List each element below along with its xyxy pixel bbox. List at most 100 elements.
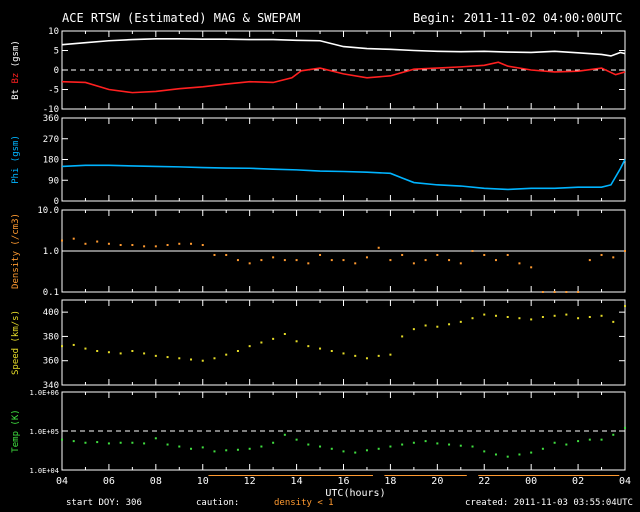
data-point-temp: [565, 443, 568, 446]
density-caution-marker: [548, 475, 561, 476]
start-doy: start DOY: 306: [66, 498, 142, 508]
x-tick-label: 04: [56, 476, 68, 487]
data-point-density: [236, 259, 239, 262]
data-point-temp: [330, 447, 333, 450]
data-point-density: [577, 291, 580, 293]
data-point-temp: [319, 445, 322, 448]
y-tick-label: -10: [43, 105, 59, 115]
y-tick-label: 400: [43, 308, 59, 318]
data-point-speed: [483, 313, 486, 316]
data-point-temp: [541, 447, 544, 450]
density-caution-marker: [501, 475, 514, 476]
data-point-temp: [459, 444, 462, 447]
data-point-speed: [272, 337, 275, 340]
data-point-temp: [600, 438, 603, 441]
data-point-speed: [412, 328, 415, 331]
density-caution-marker: [419, 475, 432, 476]
data-point-density: [553, 291, 556, 293]
density-caution-marker: [290, 475, 303, 476]
data-point-speed: [84, 347, 87, 350]
data-point-speed: [330, 350, 333, 352]
data-point-speed: [166, 356, 169, 359]
data-point-temp: [225, 449, 228, 452]
x-tick-label: 08: [150, 476, 162, 487]
density-caution-marker: [560, 475, 573, 476]
data-point-density: [166, 244, 169, 247]
chart-title: ACE RTSW (Estimated) MAG & SWEPAM: [62, 11, 301, 25]
y-tick-label: 1.0E+06: [29, 389, 59, 397]
x-tick-label: 20: [431, 476, 443, 487]
data-point-speed: [190, 358, 193, 361]
data-point-temp: [436, 442, 439, 445]
data-point-temp: [612, 433, 615, 436]
data-point-density: [377, 246, 380, 249]
data-point-speed: [260, 341, 263, 344]
data-point-density: [96, 240, 99, 243]
data-point-density: [319, 253, 322, 256]
x-tick-label: 22: [478, 476, 490, 487]
data-point-temp: [96, 441, 99, 444]
data-point-density: [260, 259, 263, 262]
data-point-temp: [401, 443, 404, 446]
y-tick-label: 270: [43, 135, 59, 145]
data-point-density: [107, 242, 110, 245]
density-caution-note: density < 1: [274, 498, 334, 508]
data-point-density: [178, 242, 181, 245]
y-tick-label: 360: [43, 114, 59, 124]
x-tick-label: 18: [384, 476, 396, 487]
y-axis-label-part: Phi: [11, 168, 21, 184]
y-tick-label: 1.0: [43, 247, 59, 257]
data-point-temp: [624, 426, 626, 429]
data-point-density: [342, 259, 345, 262]
data-point-speed: [154, 354, 157, 357]
data-point-speed: [119, 352, 122, 355]
data-point-speed: [201, 359, 204, 362]
density-caution-marker: [220, 475, 233, 476]
data-point-speed: [577, 317, 580, 320]
x-tick-label: 16: [337, 476, 349, 487]
data-point-density: [84, 242, 87, 245]
data-point-temp: [131, 441, 134, 444]
data-point-density: [506, 253, 509, 256]
density-caution-marker: [325, 475, 338, 476]
data-point-density: [471, 250, 474, 252]
data-point-speed: [236, 350, 239, 352]
density-caution-marker: [255, 475, 268, 476]
data-point-density: [154, 245, 157, 248]
data-point-temp: [307, 443, 310, 446]
y-tick-label: 360: [43, 357, 59, 367]
data-point-speed: [319, 347, 322, 350]
data-point-temp: [72, 440, 75, 443]
data-point-temp: [518, 453, 521, 456]
density-caution-marker: [595, 475, 608, 476]
y-axis-label-part: (/cm3): [11, 213, 21, 251]
y-tick-label: 10: [48, 27, 59, 37]
data-point-temp: [248, 447, 251, 450]
data-point-density: [201, 244, 204, 247]
density-caution-marker: [337, 475, 350, 476]
data-point-speed: [143, 352, 146, 355]
data-point-density: [330, 259, 333, 262]
data-point-temp: [190, 447, 193, 450]
data-point-density: [624, 250, 626, 252]
data-point-temp: [553, 441, 556, 444]
data-point-speed: [506, 316, 509, 318]
data-point-density: [143, 245, 146, 248]
data-point-temp: [365, 449, 368, 452]
y-axis-label: Bt Bz (gsm): [11, 40, 21, 100]
density-caution-marker: [583, 475, 596, 476]
x-tick-label: 04: [619, 476, 631, 487]
data-point-speed: [553, 314, 556, 317]
data-point-speed: [72, 343, 75, 346]
data-point-speed: [365, 357, 368, 360]
data-point-temp: [61, 438, 63, 441]
data-point-speed: [530, 318, 533, 321]
y-tick-label: 180: [43, 156, 59, 166]
data-point-speed: [389, 353, 392, 356]
y-axis-label: Density (/cm3): [11, 213, 21, 289]
data-point-temp: [154, 437, 157, 440]
data-point-temp: [84, 441, 87, 444]
data-point-temp: [483, 450, 486, 453]
data-point-density: [190, 242, 193, 245]
